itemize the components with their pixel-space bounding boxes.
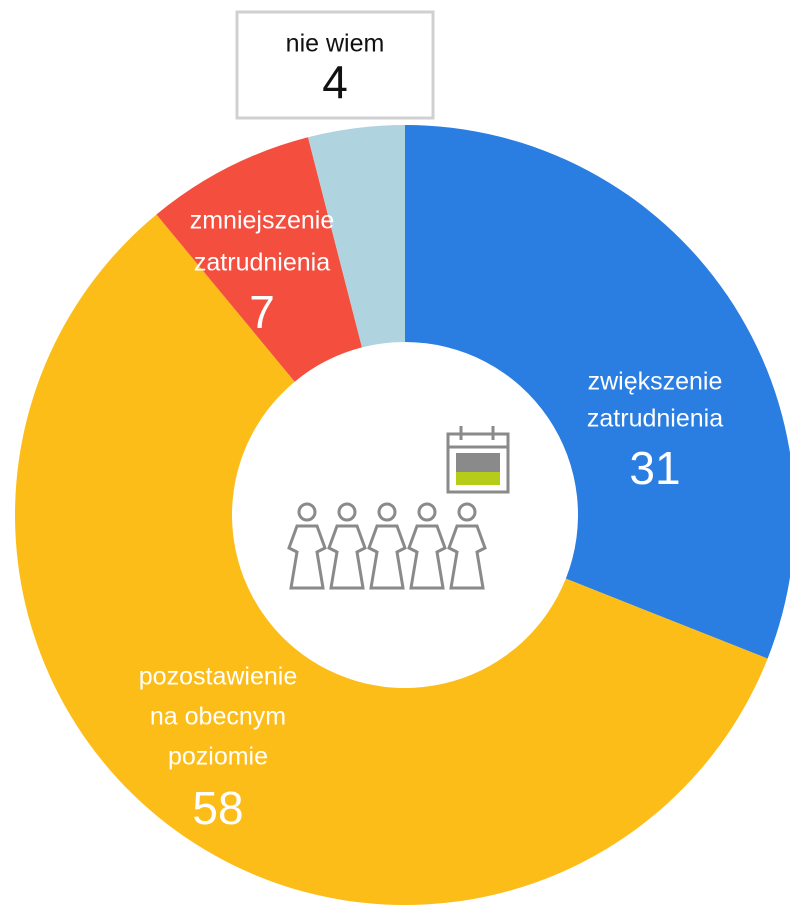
person-body [367,524,407,590]
person-body [407,524,447,590]
segment-label: zwiększenie [588,368,723,396]
segment-label: zatrudnienia [587,405,723,433]
person-head [337,502,357,522]
segment-label: zmniejszenie [190,207,335,235]
segment-value: 7 [249,286,275,338]
callout-box [235,10,435,120]
segment-label: na obecnym [150,703,286,731]
person-body [327,524,367,590]
person-head [297,502,317,522]
segment-value: 4 [322,56,348,108]
segment-label: poziomie [168,743,268,771]
person-body [447,524,487,590]
person-head [377,502,397,522]
donut-segment [156,137,362,382]
segment-label: zatrudnienia [194,249,330,277]
segment-value: 58 [192,782,243,834]
segment-label: pozostawienie [139,663,297,691]
donut-segment [308,125,405,348]
person-head [417,502,437,522]
center-icon [287,426,510,590]
donut-segment [405,125,790,659]
donut-segment [15,214,768,905]
person-body [287,524,327,590]
person-head [457,502,477,522]
segment-value: 31 [629,442,680,494]
segment-label: nie wiem [286,30,385,58]
